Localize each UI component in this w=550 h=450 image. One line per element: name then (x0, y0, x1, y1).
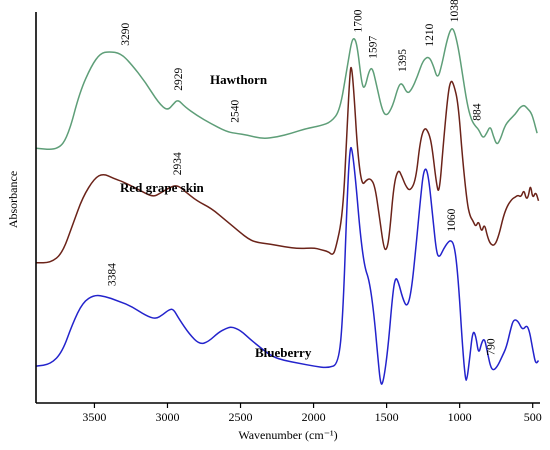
series-label-hawthorn: Hawthorn (210, 72, 268, 87)
peak-label-1700: 1700 (352, 9, 364, 32)
peak-label-1038: 1038 (449, 0, 461, 22)
peak-label-884: 884 (472, 103, 484, 121)
x-tick-label-1000: 1000 (448, 410, 472, 424)
peak-label-2540: 2540 (230, 99, 242, 122)
peak-label-3384: 3384 (106, 263, 118, 286)
series-line-hawthorn (35, 28, 538, 151)
series-line-blueberry (35, 146, 540, 385)
peak-label-1597: 1597 (367, 36, 379, 59)
plot-area: Hawthorn Red grape skin Blueberry 3290 2929 2… (35, 0, 540, 385)
series-label-red-grape-skin: Red grape skin (120, 180, 205, 195)
x-tick-label-3500: 3500 (82, 410, 106, 424)
peak-label-1395: 1395 (397, 49, 409, 72)
peak-label-3290: 3290 (120, 22, 132, 45)
peak-label-1060: 1060 (446, 208, 458, 231)
peak-label-2929: 2929 (173, 67, 185, 90)
y-axis-title: Absorbance (6, 171, 20, 228)
x-axis: 3500 3000 2500 2000 1500 1000 500 (36, 402, 542, 424)
x-tick-label-3000: 3000 (155, 410, 179, 424)
x-axis-title: Wavenumber (cm⁻¹) (238, 428, 337, 442)
x-tick-label-2000: 2000 (302, 410, 326, 424)
series-line-red-grape-skin (35, 66, 540, 264)
x-tick-label-1500: 1500 (375, 410, 399, 424)
x-tick-label-2500: 2500 (229, 410, 253, 424)
series-label-blueberry: Blueberry (255, 345, 312, 360)
x-tick-label-500: 500 (524, 410, 542, 424)
peak-label-1210: 1210 (424, 23, 436, 46)
peak-label-790: 790 (485, 338, 497, 356)
peak-label-2934: 2934 (172, 152, 184, 175)
